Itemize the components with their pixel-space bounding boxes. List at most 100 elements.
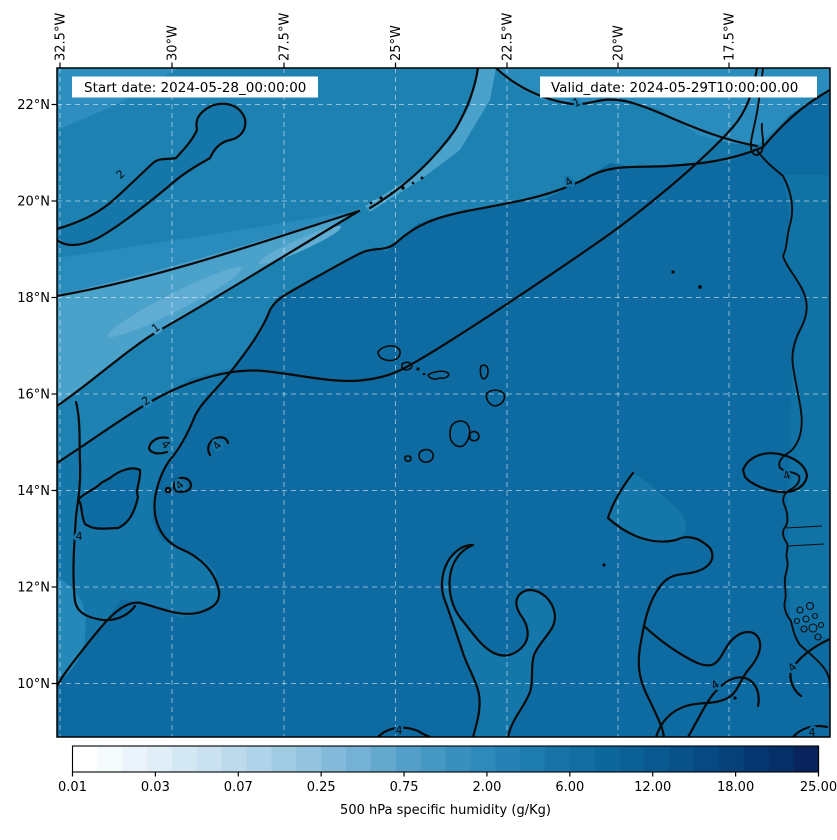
colorbar-tick-label: 6.00: [555, 780, 584, 795]
top-tick-label: 20°W: [612, 25, 627, 61]
colorbar-segment: [768, 746, 795, 772]
contour-line-4-c2: [207, 436, 230, 457]
left-tick-label: 16°N: [17, 388, 50, 403]
colorbar-ticks: 0.01 0.03 0.07 0.25 0.75 2.00 6.00 12.00 18.00 25…: [58, 772, 837, 795]
top-axis: 32.5°W 30°W 27.5°W 25°W 22.5°W 20°W 17.5°W: [54, 13, 738, 68]
colorbar-segment: [72, 746, 98, 772]
contour-line-4-blob: [76, 467, 142, 530]
top-tick-label: 27.5°W: [278, 13, 293, 61]
colorbar-segment: [395, 746, 422, 772]
colorbar-tick-label: 2.00: [472, 780, 501, 795]
left-tick-label: 20°N: [17, 195, 50, 210]
colorbar-segment: [420, 746, 447, 772]
contour-line-1-ne-b: [494, 68, 759, 148]
left-tick-label: 12°N: [17, 581, 50, 596]
colorbar: [72, 746, 820, 772]
fill-dry-wedge-ne: [365, 68, 496, 212]
top-tick-label: 22.5°W: [501, 13, 516, 61]
contour-line-4-finger: [606, 471, 678, 543]
fill-sausage: [57, 103, 246, 246]
contour-line-4-bottom-right: [686, 676, 760, 737]
contour-line-4-c3: [172, 476, 193, 493]
left-tick-label: 18°N: [17, 291, 50, 306]
colorbar-segment: [196, 746, 223, 772]
title-boxes: Start date: 2024-05-28_00:00:00 Valid_da…: [72, 76, 817, 98]
cape-verde-islands: [377, 345, 506, 463]
colorbar-tick-label: 25.00: [800, 780, 837, 795]
contour-line-4-se1: [789, 637, 830, 698]
contour-line-4-mushroom: [440, 543, 556, 737]
colorbar-segment: [520, 746, 546, 772]
start-date-text: Start date: 2024-05-28_00:00:00: [84, 80, 306, 96]
contour-line-1-ne-a: [368, 68, 480, 210]
fill-wedge-core: [108, 267, 242, 337]
start-date-box: [72, 76, 318, 98]
contour-label: 4: [76, 530, 83, 543]
top-tick-label: 17.5°W: [723, 13, 738, 61]
colorbar-segment: [619, 746, 646, 772]
left-tick-label: 22°N: [17, 98, 50, 113]
valid-date-box: [540, 76, 817, 98]
colorbar-tick-label: 0.01: [58, 780, 87, 795]
colorbar-border: [71, 745, 820, 773]
contour-label: 4: [396, 724, 403, 737]
left-tick-label: 10°N: [17, 677, 50, 692]
fill-pocket-mushroom: [442, 545, 555, 737]
top-tick-label: 32.5°W: [54, 13, 69, 61]
fill-wedge-core2: [258, 225, 342, 265]
colorbar-segment: [694, 746, 720, 772]
contour-speck-dots: [369, 176, 737, 700]
contour-line-4-se2: [791, 724, 829, 737]
contour-line-2-sausage: [57, 102, 247, 247]
fill-sw-corner: [57, 577, 86, 684]
contour-line-4-main: [57, 88, 830, 688]
colorbar-title: 500 hPa specific humidity (g/Kg): [340, 803, 551, 818]
colorbar-segment: [97, 746, 123, 772]
colorbar-segment: [743, 746, 770, 772]
contour-label: 4: [809, 726, 816, 739]
colorbar-tick-label: 18.00: [717, 780, 754, 795]
top-tick-label: 30°W: [166, 25, 181, 61]
map-border: [56, 67, 831, 738]
left-tick-label: 14°N: [17, 484, 50, 499]
contour-line-1-upper: [57, 209, 361, 298]
fill-blob4: [78, 468, 141, 529]
fill-dry-wedge: [57, 210, 359, 405]
colorbar-segment: [221, 746, 248, 772]
colorbar-tick-label: 12.00: [634, 780, 671, 795]
coastline: [749, 68, 830, 689]
colorbar-tick-label: 0.03: [141, 780, 170, 795]
valid-date-text: Valid_date: 2024-05-29T10:00:00.00: [551, 80, 798, 96]
colorbar-segment: [569, 746, 596, 772]
contour-line-4-speck: [164, 486, 172, 494]
colorbar-segment: [122, 746, 148, 772]
colorbar-segment: [296, 746, 322, 772]
colorbar-segment: [147, 746, 173, 772]
colorbar-segment: [669, 746, 695, 772]
colorbar-segment: [470, 746, 496, 772]
contour-line-1-lower: [57, 209, 361, 408]
fill-region-ge4: [57, 90, 830, 737]
top-tick-label: 25°W: [389, 25, 404, 61]
colorbar-segment: [495, 746, 521, 772]
contour-line-4-rightmass: [642, 536, 762, 737]
colorbar-segment: [246, 746, 273, 772]
colorbar-tick-label: 0.07: [224, 780, 253, 795]
colorbar-tick-label: 0.25: [307, 780, 336, 795]
colorbar-segment: [171, 746, 198, 772]
contour-line-4-rightmass-inner: [637, 624, 666, 737]
contour-line-4-bottom: [376, 726, 432, 737]
contour-line-4-vertical: [72, 400, 137, 622]
colorbar-segment: [370, 746, 397, 772]
colorbar-segment: [719, 746, 745, 772]
left-axis: 22°N 20°N 18°N 16°N 14°N 12°N 10°N: [17, 98, 57, 692]
colorbar-segment: [544, 746, 571, 772]
colorbar-segment: [346, 746, 372, 772]
fill-coastal-strip: [782, 175, 830, 640]
bijagos-islands: [793, 601, 825, 641]
colorbar-segment: [271, 746, 297, 772]
colorbar-segment: [594, 746, 621, 772]
colorbar-segment: [321, 746, 347, 772]
